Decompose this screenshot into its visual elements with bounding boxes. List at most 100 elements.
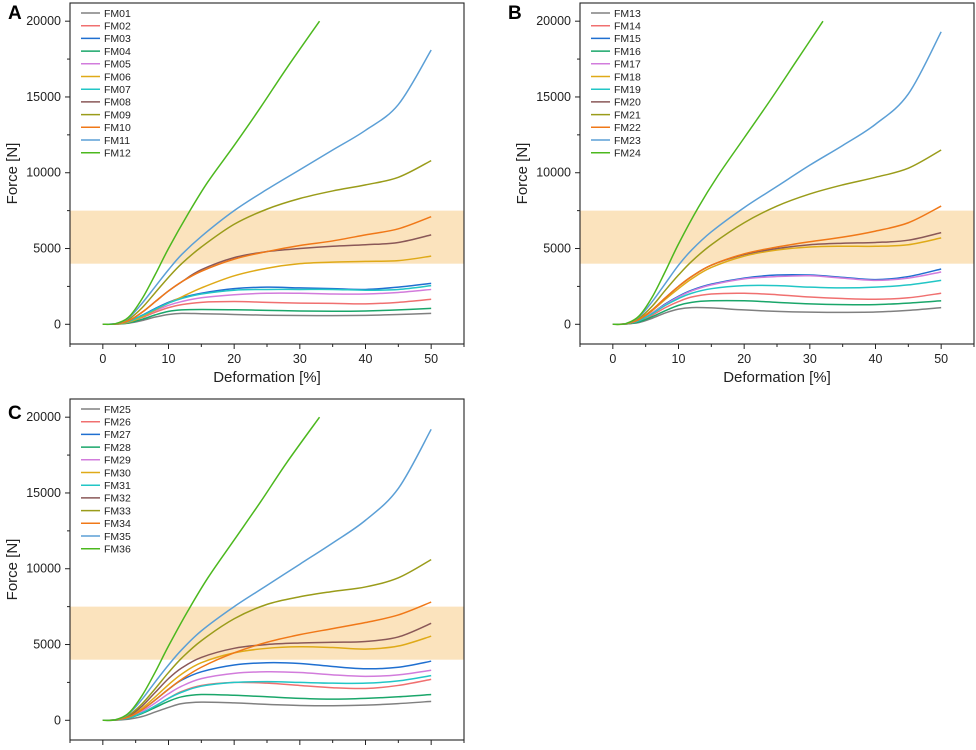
legend-label: FM01 [104, 8, 131, 20]
x-tick-label: 10 [672, 352, 686, 366]
x-tick-label: 30 [293, 352, 307, 366]
legend-label: FM25 [104, 404, 131, 416]
legend-label: FM28 [104, 442, 131, 454]
legend-label: FM03 [104, 33, 131, 45]
series-line-fm23 [612, 31, 942, 326]
series-line-fm09 [102, 159, 432, 326]
legend-label: FM16 [614, 46, 641, 58]
legend-label: FM21 [614, 109, 641, 121]
y-tick-label: 20000 [536, 14, 571, 28]
series-line-fm22 [612, 205, 942, 326]
y-tick-label: 20000 [26, 410, 61, 424]
legend-label: FM02 [104, 21, 131, 33]
legend-label: FM24 [614, 148, 641, 160]
y-tick-label: 0 [54, 713, 61, 727]
x-tick-label: 0 [609, 352, 616, 366]
y-tick-label: 0 [54, 317, 61, 331]
legend-label: FM10 [104, 122, 131, 134]
panel-label-c: C [8, 403, 22, 424]
series-line-fm27 [102, 660, 432, 722]
legend-label: FM23 [614, 135, 641, 147]
legend-label: FM35 [104, 531, 131, 543]
series-line-fm07 [102, 284, 432, 326]
legend-label: FM05 [104, 59, 131, 71]
legend-label: FM31 [104, 480, 131, 492]
y-tick-label: 15000 [26, 90, 61, 104]
y-axis-title: Force [N] [4, 143, 21, 205]
panel-label-a: A [8, 3, 22, 24]
series-line-fm36 [102, 416, 321, 722]
y-tick-label: 15000 [536, 90, 571, 104]
legend-label: FM06 [104, 71, 131, 83]
series-line-fm19 [612, 279, 942, 326]
legend-label: FM12 [104, 148, 131, 160]
legend-label: FM18 [614, 71, 641, 83]
x-tick-label: 30 [803, 352, 817, 366]
y-tick-label: 5000 [543, 242, 571, 256]
series-line-fm01 [102, 312, 432, 326]
x-tick-label: 30 [293, 748, 307, 750]
y-tick-label: 5000 [33, 638, 61, 652]
legend-label: FM13 [614, 8, 641, 20]
series-line-fm10 [102, 215, 432, 326]
x-tick-label: 0 [99, 352, 106, 366]
series-line-fm16 [612, 299, 942, 326]
series-line-fm11 [102, 49, 432, 326]
x-tick-label: 20 [737, 352, 751, 366]
target-band [70, 210, 464, 264]
series-line-fm05 [102, 288, 432, 326]
panel-label-b: B [508, 3, 522, 24]
x-axis-title: Deformation [%] [723, 369, 831, 386]
x-tick-label: 40 [359, 748, 373, 750]
legend-label: FM26 [104, 417, 131, 429]
legend-label: FM17 [614, 59, 641, 71]
target-band [580, 210, 974, 264]
series-line-fm35 [102, 428, 432, 722]
x-tick-label: 20 [227, 748, 241, 750]
series-line-fm32 [102, 622, 432, 722]
legend-label: FM15 [614, 33, 641, 45]
legend-label: FM30 [104, 467, 131, 479]
x-tick-label: 10 [162, 748, 176, 750]
x-tick-label: 20 [227, 352, 241, 366]
x-axis-title: Deformation [%] [213, 369, 321, 386]
series-line-fm25 [102, 700, 432, 722]
legend-label: FM07 [104, 84, 131, 96]
legend-label: FM11 [104, 135, 130, 147]
panel-b: B 0 10 20 30 40 50 0 5000 10000 15000 20000 Deforma… [508, 2, 975, 386]
target-band [70, 606, 464, 660]
x-tick-label: 0 [99, 748, 106, 750]
series-line-fm31 [102, 674, 432, 722]
x-tick-label: 50 [424, 352, 438, 366]
series-line-fm21 [612, 149, 942, 326]
series-line-fm24 [612, 20, 824, 326]
y-tick-label: 15000 [26, 486, 61, 500]
panel-c: C 0102030405005000100001500020000Deforma… [4, 398, 465, 750]
y-tick-label: 10000 [536, 166, 571, 180]
y-tick-label: 0 [564, 317, 571, 331]
legend-label: FM19 [614, 84, 641, 96]
y-tick-label: 10000 [26, 562, 61, 576]
series-line-fm34 [102, 601, 432, 722]
series-line-fm06 [102, 255, 432, 326]
legend-label: FM20 [614, 97, 641, 109]
legend-label: FM08 [104, 97, 131, 109]
x-tick-label: 50 [424, 748, 438, 750]
x-tick-label: 40 [359, 352, 373, 366]
legend-label: FM14 [614, 21, 641, 33]
series-line-fm12 [102, 20, 321, 326]
series-line-fm13 [612, 306, 942, 326]
legend-label: FM32 [104, 493, 131, 505]
panel-a: A 0 10 20 30 40 50 0 5000 10000 15000 20000 Deforma… [4, 2, 465, 386]
x-tick-label: 10 [162, 352, 176, 366]
legend-label: FM27 [104, 429, 131, 441]
x-tick-label: 40 [869, 352, 883, 366]
legend-label: FM29 [104, 455, 131, 467]
x-tick-label: 50 [934, 352, 948, 366]
y-tick-label: 10000 [26, 166, 61, 180]
legend-label: FM04 [104, 46, 131, 58]
y-axis-title: Force [N] [4, 539, 21, 601]
y-axis-title: Force [N] [514, 143, 531, 205]
series-line-fm14 [612, 292, 942, 326]
